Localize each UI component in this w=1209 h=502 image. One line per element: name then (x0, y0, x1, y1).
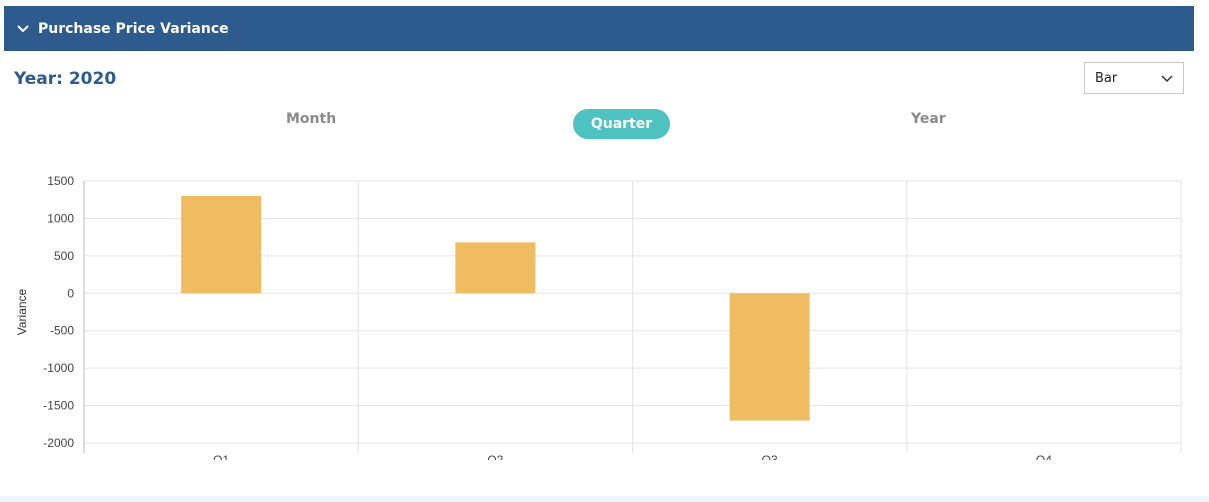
year-label: Year: 2020 (14, 69, 117, 89)
bar-q2 (455, 242, 536, 294)
y-tick-label: 1000 (47, 211, 74, 225)
y-tick-label: -1500 (43, 399, 74, 413)
y-tick-label: -500 (50, 324, 74, 338)
x-tick-label: Q1 (213, 453, 229, 460)
bottom-divider (0, 496, 1209, 502)
tab-quarter[interactable]: Quarter (573, 109, 670, 139)
x-tick-label: Q4 (1036, 453, 1052, 460)
variance-bar-chart: 1500 1000 500 0 -500 -1000 -1500 -2000 Q1 Q2 Q3 Q4 V… (15, 174, 1182, 460)
x-tick-label: Q2 (487, 453, 503, 460)
bar-q3 (729, 293, 810, 421)
chart-type-value: Bar (1095, 70, 1118, 86)
y-axis-title: Variance (15, 288, 29, 335)
chevron-down-icon (17, 24, 29, 32)
y-tick-label: -2000 (43, 436, 74, 450)
tab-year[interactable]: Year (911, 111, 946, 127)
tab-month[interactable]: Month (286, 111, 337, 127)
x-tick-label: Q3 (762, 453, 778, 460)
chevron-down-icon (1161, 75, 1173, 83)
y-tick-label: -1000 (43, 361, 74, 375)
panel-title: Purchase Price Variance (38, 20, 229, 37)
y-tick-label: 0 (67, 286, 74, 300)
y-tick-label: 500 (54, 249, 74, 263)
bar-q1 (181, 195, 262, 294)
chart-type-select[interactable]: Bar (1084, 62, 1184, 94)
y-tick-label: 1500 (47, 174, 74, 188)
panel-header[interactable]: Purchase Price Variance (4, 6, 1194, 51)
